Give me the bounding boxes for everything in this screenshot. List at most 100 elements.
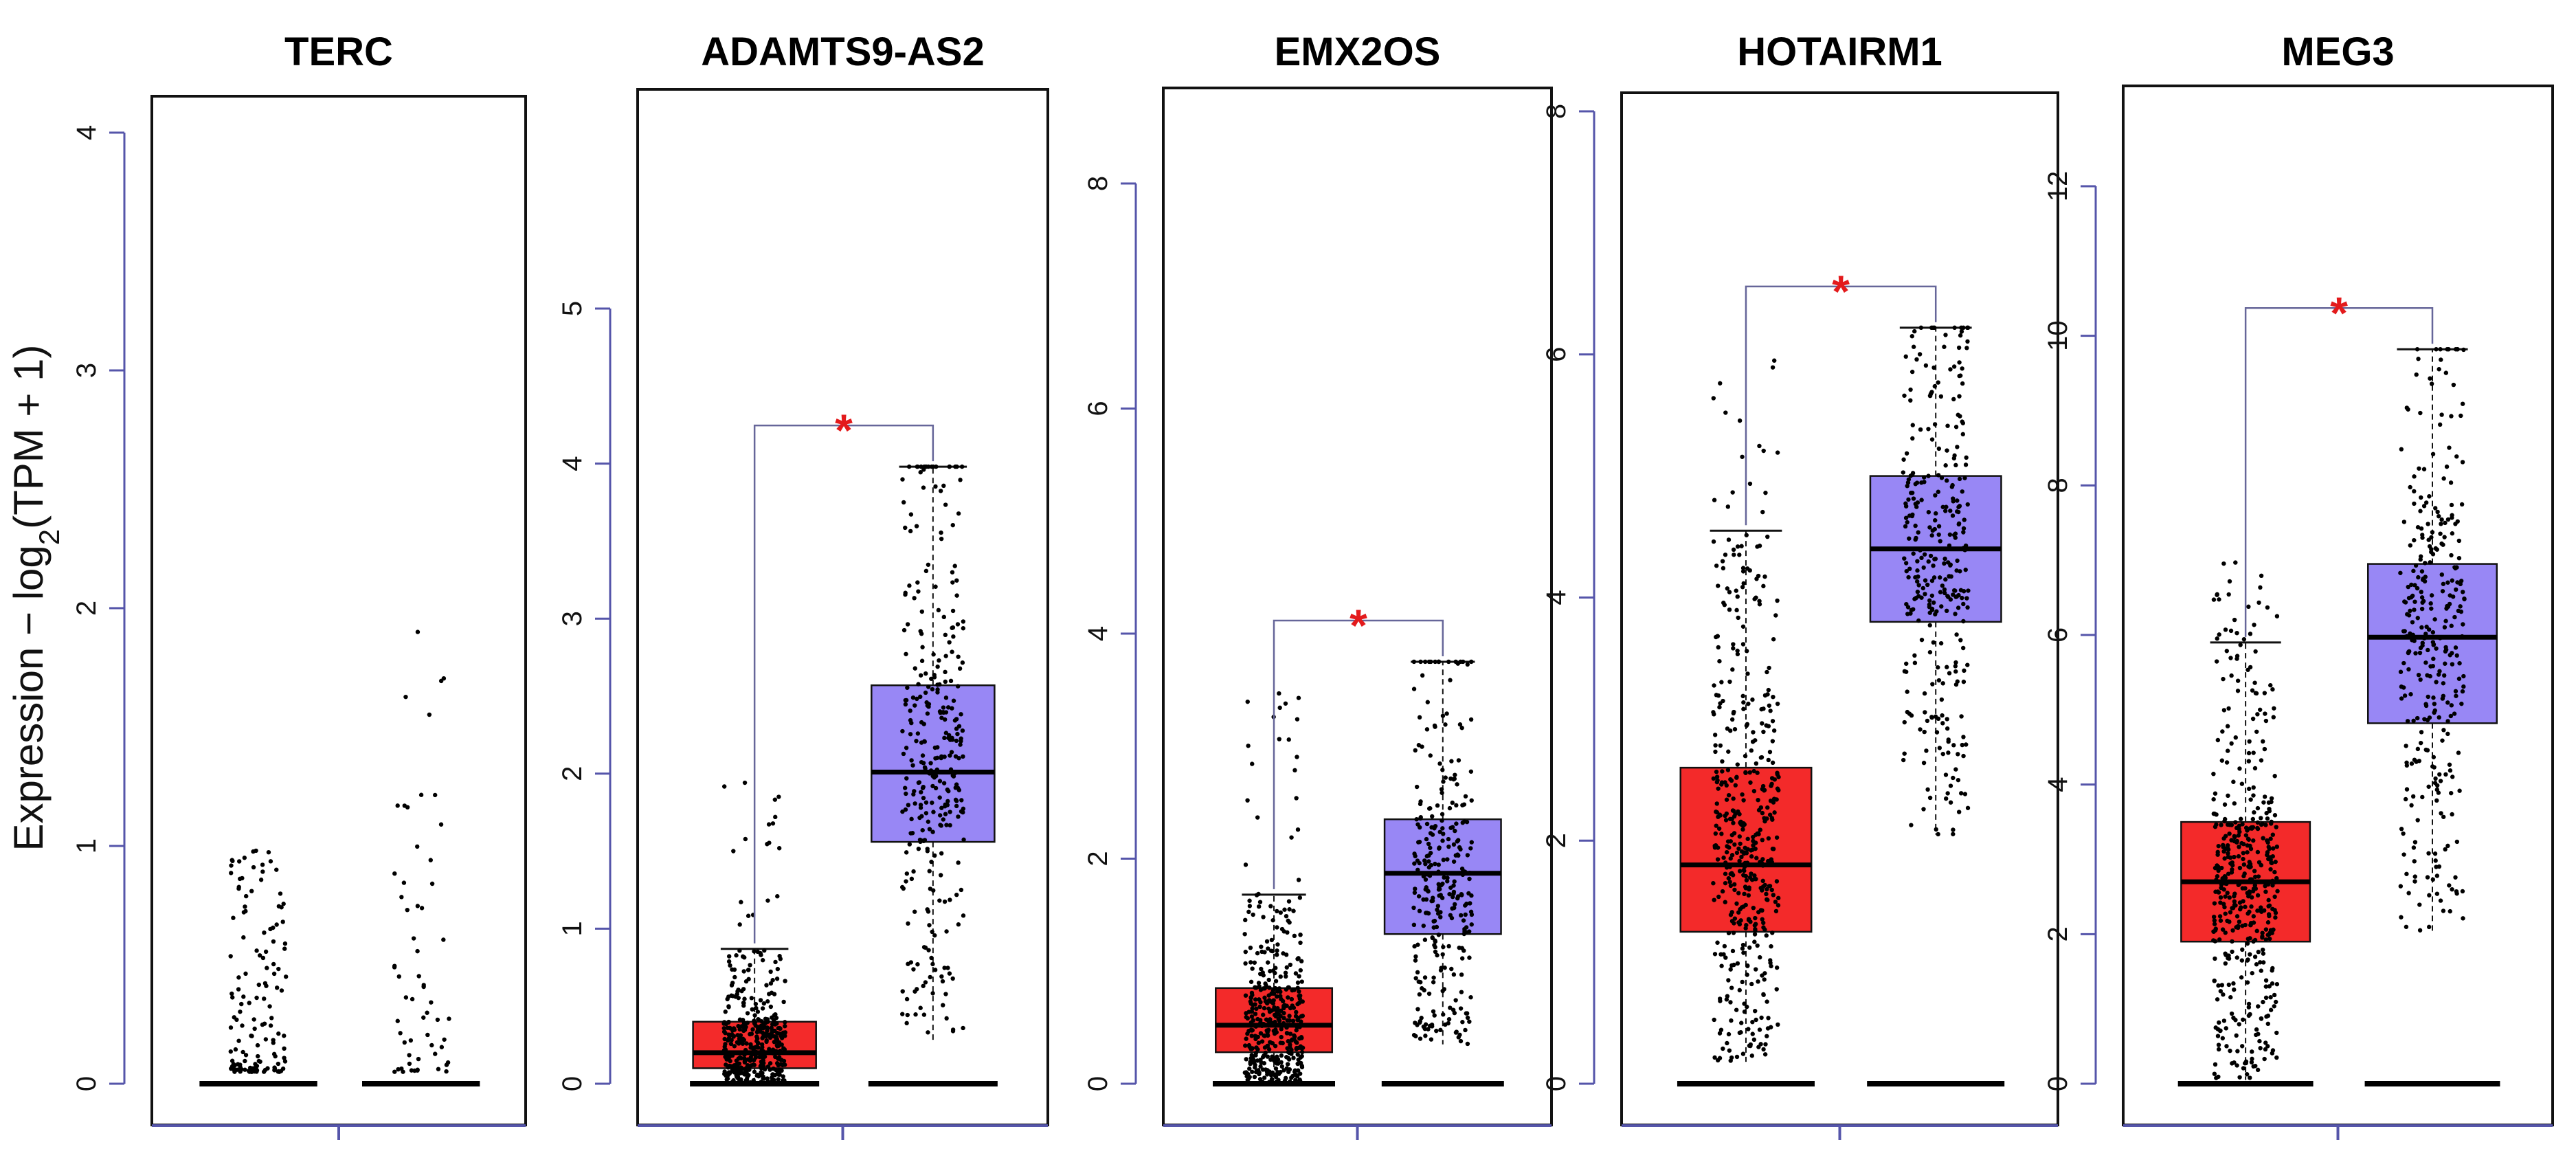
- data-point: [1756, 797, 1760, 803]
- data-point: [762, 1067, 768, 1072]
- data-point: [1456, 758, 1461, 763]
- data-point: [2447, 762, 2452, 767]
- data-point: [2412, 879, 2417, 884]
- data-point: [942, 966, 947, 970]
- data-point: [2429, 535, 2434, 540]
- data-point: [2225, 748, 2230, 753]
- data-point: [1731, 821, 1736, 825]
- data-point: [2404, 787, 2410, 792]
- data-point: [1712, 897, 1716, 902]
- data-point: [746, 913, 751, 918]
- data-point: [919, 790, 923, 794]
- significance-star: *: [1349, 600, 1367, 651]
- data-point: [2261, 836, 2265, 840]
- data-point: [1920, 586, 1926, 591]
- data-point: [903, 698, 908, 703]
- data-point: [2453, 645, 2459, 650]
- data-point: [267, 1004, 272, 1009]
- data-point: [2419, 495, 2423, 500]
- data-point: [2255, 908, 2260, 913]
- data-point: [405, 907, 410, 913]
- data-point: [276, 1031, 281, 1036]
- data-point: [398, 1031, 403, 1036]
- data-point: [742, 1060, 748, 1065]
- data-point: [2410, 632, 2415, 638]
- data-point: [265, 966, 269, 970]
- data-point: [904, 746, 909, 750]
- data-point: [921, 796, 926, 801]
- data-point: [2250, 816, 2256, 822]
- data-point: [1440, 895, 1445, 900]
- data-point: [1767, 884, 1772, 889]
- data-point: [1281, 1011, 1286, 1016]
- data-point: [1286, 737, 1291, 742]
- data-point: [241, 910, 247, 915]
- data-point: [764, 1038, 769, 1043]
- data-point: [2243, 833, 2249, 838]
- data-point: [2219, 823, 2224, 827]
- data-point: [1721, 566, 1726, 571]
- data-point: [1246, 1071, 1251, 1077]
- data-point: [2416, 575, 2421, 580]
- data-point: [1262, 1075, 1267, 1080]
- data-point: [2409, 582, 2414, 588]
- data-point: [954, 593, 959, 598]
- data-point: [1295, 1018, 1300, 1023]
- data-point: [1732, 882, 1737, 887]
- data-point: [2443, 618, 2448, 623]
- data-point: [1287, 1018, 1292, 1023]
- data-point: [915, 696, 919, 702]
- data-point: [1734, 901, 1739, 906]
- data-point: [1760, 857, 1765, 862]
- data-point: [2239, 781, 2245, 786]
- data-point: [1733, 783, 1738, 788]
- data-point: [919, 658, 925, 663]
- data-point: [1926, 473, 1931, 478]
- data-point: [1748, 1042, 1753, 1047]
- data-point: [1936, 832, 1940, 837]
- data-point: [429, 1042, 434, 1048]
- data-point: [920, 785, 926, 790]
- data-point: [1751, 768, 1756, 774]
- data-point: [2243, 886, 2248, 891]
- y-tick-label: 0: [1083, 1076, 1113, 1091]
- data-point: [2226, 846, 2230, 851]
- data-point: [2415, 616, 2420, 621]
- data-point: [1277, 737, 1281, 741]
- data-point: [904, 776, 909, 781]
- data-point: [1430, 814, 1435, 819]
- data-point: [2437, 513, 2441, 519]
- data-point: [2434, 646, 2439, 651]
- data-point: [1741, 868, 1746, 873]
- data-point: [2259, 816, 2263, 821]
- data-point: [1757, 602, 1762, 607]
- data-point: [1450, 800, 1455, 805]
- data-point: [939, 755, 943, 761]
- data-point: [936, 607, 941, 613]
- data-point: [743, 1047, 748, 1053]
- data-point: [1916, 530, 1920, 535]
- data-point: [2262, 794, 2267, 799]
- data-point: [900, 1012, 905, 1016]
- data-point: [1902, 393, 1907, 398]
- data-point: [741, 969, 746, 974]
- data-point: [1749, 981, 1754, 987]
- data-point: [1745, 1004, 1749, 1010]
- data-point: [918, 629, 923, 634]
- data-point: [1257, 900, 1263, 904]
- data-point: [1740, 827, 1745, 832]
- data-point: [2453, 689, 2459, 694]
- panel-title: TERC: [284, 30, 393, 74]
- data-point: [1958, 588, 1964, 592]
- data-point: [1445, 876, 1450, 880]
- data-point: [1961, 530, 1966, 535]
- data-point: [1723, 955, 1728, 960]
- data-point: [2440, 589, 2445, 594]
- data-point: [271, 1051, 277, 1057]
- data-point: [738, 1038, 743, 1043]
- data-point: [1762, 882, 1767, 888]
- data-point: [2250, 1049, 2254, 1054]
- data-point: [953, 754, 959, 759]
- data-point: [432, 792, 438, 798]
- data-point: [1737, 988, 1742, 993]
